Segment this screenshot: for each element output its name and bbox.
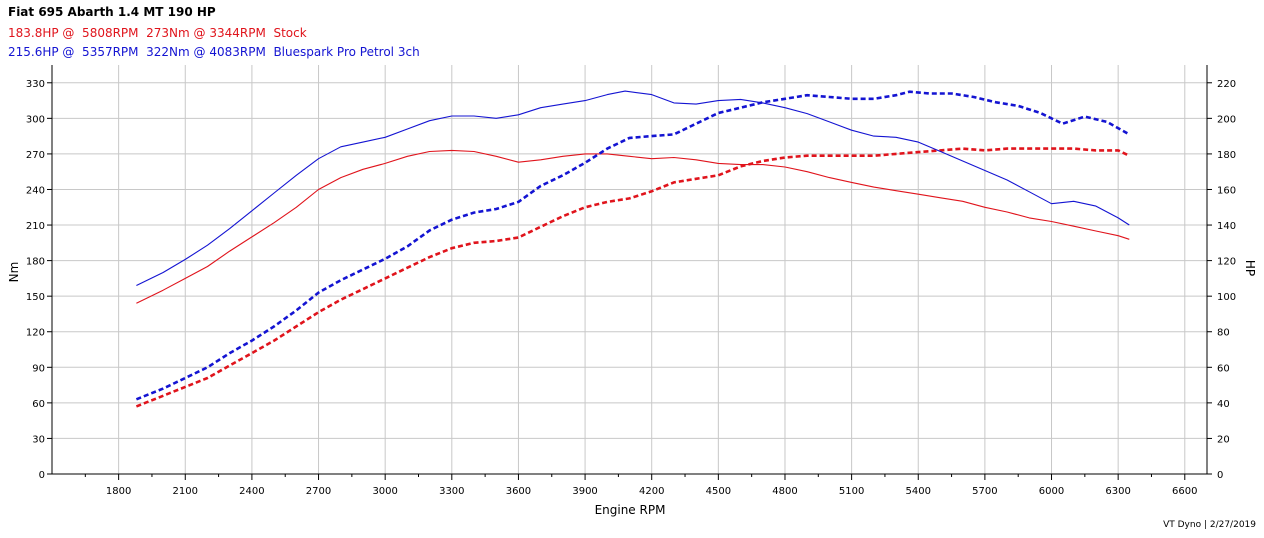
x-tick-label: 5100 [839,486,864,497]
x-tick-label: 3600 [506,486,531,497]
y2-tick-label: 100 [1217,292,1236,303]
y2-tick-label: 220 [1217,79,1236,90]
tuned-torque-line [136,90,1130,286]
x-tick-label: 6300 [1105,486,1130,497]
x-tick-label: 6600 [1172,486,1197,497]
y-tick-label: 330 [26,79,45,90]
y2-tick-label: 0 [1217,470,1223,481]
x-tick-label: 4500 [706,486,731,497]
y-tick-label: 30 [32,434,45,445]
y-tick-label: 0 [39,470,45,481]
y-tick-label: 90 [32,363,45,374]
y-tick-label: 240 [26,185,45,196]
x-tick-label: 1800 [106,486,131,497]
tuned-summary: 215.6HP @ 5357RPM 322Nm @ 4083RPM Bluesp… [8,45,420,59]
x-tick-label: 2700 [306,486,331,497]
y2-tick-label: 140 [1217,221,1236,232]
stock-torque-line [136,149,1130,304]
y-tick-label: 60 [32,399,45,410]
x-tick-label: 5700 [972,486,997,497]
footer-credit: VT Dyno | 2/27/2019 [1163,520,1256,530]
y-tick-label: 300 [26,114,45,125]
tuned-power-line [135,90,1130,401]
y2-axis-label: HP [1243,260,1257,276]
y-tick-label: 120 [26,328,45,339]
series-lines [135,90,1130,408]
y-tick-label: 150 [26,292,45,303]
x-tick-label: 3300 [439,486,464,497]
y-tick-label: 210 [26,221,45,232]
x-tick-label: 4800 [772,486,797,497]
x-tick-label: 2100 [173,486,198,497]
y2-tick-label: 20 [1217,434,1230,445]
y2-tick-label: 160 [1217,185,1236,196]
grid-lines [52,65,1207,474]
x-tick-label: 3900 [572,486,597,497]
y2-tick-label: 40 [1217,399,1230,410]
x-tick-label: 4200 [639,486,664,497]
x-tick-label: 6000 [1039,486,1064,497]
x-tick-label: 2400 [239,486,264,497]
axes: 1800 2100 2400 2700 3000 3300 3600 3900 4200 4500… [26,65,1236,497]
y-tick-label: 270 [26,150,45,161]
x-tick-label: 5400 [906,486,931,497]
x-tick-label: 3000 [372,486,397,497]
y-axis-label: Nm [7,262,21,283]
stock-power-line [135,147,1130,408]
y2-tick-label: 60 [1217,363,1230,374]
y2-tick-label: 80 [1217,328,1230,339]
x-axis-label: Engine RPM [595,503,666,517]
chart-title: Fiat 695 Abarth 1.4 MT 190 HP [8,5,216,19]
y2-tick-label: 120 [1217,257,1236,268]
stock-summary: 183.8HP @ 5808RPM 273Nm @ 3344RPM Stock [8,26,307,40]
y2-tick-label: 200 [1217,114,1236,125]
y2-tick-label: 180 [1217,150,1236,161]
y-tick-label: 180 [26,257,45,268]
